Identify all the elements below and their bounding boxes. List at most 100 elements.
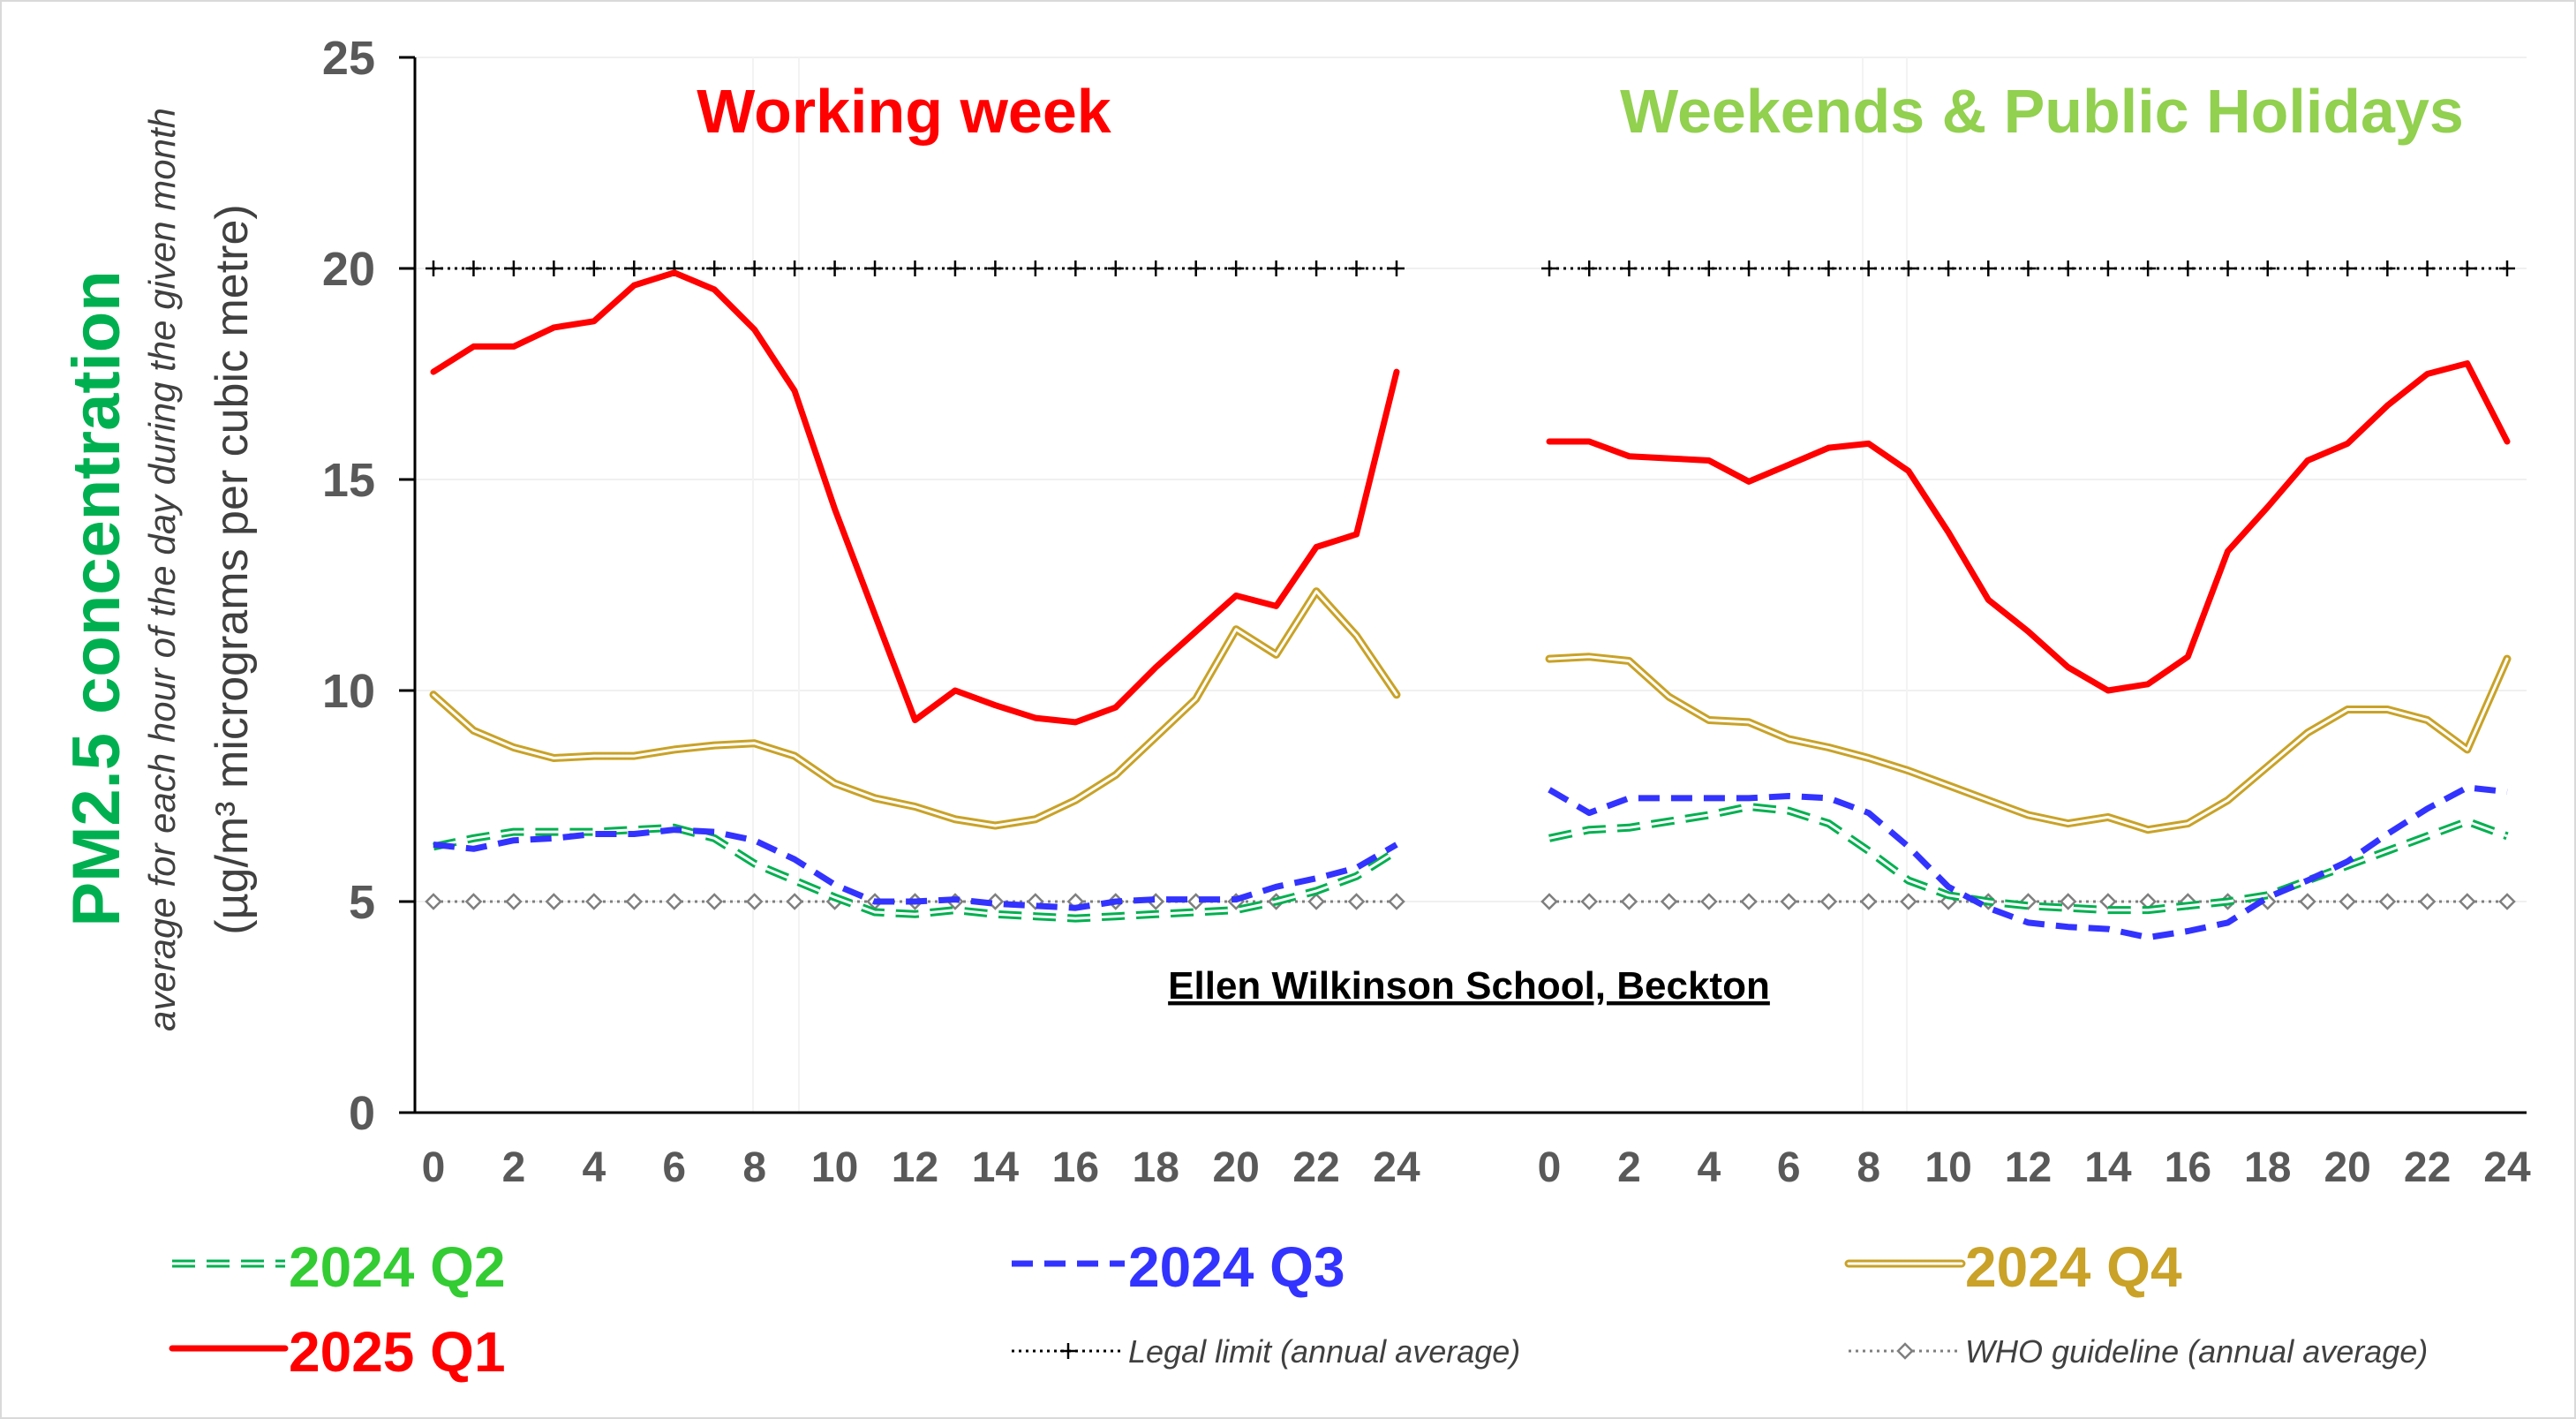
- legend-label: WHO guideline (annual average): [1965, 1333, 2428, 1370]
- plus-marker: [1060, 1343, 1076, 1359]
- plus-marker: [1107, 260, 1124, 276]
- diamond-marker: [2339, 893, 2356, 910]
- diamond-marker: [1819, 893, 1838, 910]
- diamond-marker: [1027, 893, 1044, 910]
- x-tick-label: 4: [1697, 1144, 1721, 1191]
- x-tick-label: 4: [582, 1144, 606, 1191]
- legend-label: Legal limit (annual average): [1128, 1333, 1520, 1370]
- x-tick-label: 8: [1857, 1144, 1880, 1191]
- x-tick-label: 20: [1212, 1144, 1259, 1191]
- plus-marker: [1348, 260, 1365, 276]
- plus-marker: [2299, 260, 2316, 276]
- plus-marker: [1148, 260, 1164, 276]
- x-tick-label: 18: [1133, 1144, 1179, 1191]
- series-line-2025-q1: [430, 269, 1400, 726]
- diamond-marker: [625, 893, 644, 910]
- x-tick-label: 2: [1617, 1144, 1641, 1191]
- plus-marker: [1980, 260, 1997, 276]
- plus-marker: [1781, 260, 1797, 276]
- plus-marker: [2099, 260, 2116, 276]
- diamond-marker: [1700, 893, 1718, 910]
- plus-marker: [1940, 260, 1957, 276]
- y-tick-label: 10: [322, 665, 375, 718]
- diamond-marker: [2059, 893, 2077, 910]
- y-tick-label: 15: [322, 454, 375, 507]
- plus-marker: [1187, 260, 1204, 276]
- legend-label: 2024 Q2: [289, 1235, 506, 1299]
- plus-marker: [626, 260, 643, 276]
- plus-marker: [946, 260, 963, 276]
- legend-label: 2024 Q4: [1965, 1235, 2182, 1299]
- diamond-marker: [1896, 1342, 1914, 1360]
- plus-marker: [2379, 260, 2396, 276]
- plus-marker: [1228, 260, 1245, 276]
- panel-title-working-week: Working week: [697, 77, 1111, 146]
- plus-marker: [1268, 260, 1284, 276]
- y-axis-subtitle: average for each hour of the day during …: [141, 108, 183, 1031]
- plus-marker: [867, 260, 884, 276]
- plus-marker: [2499, 260, 2515, 276]
- legend-item-2024-q2: 2024 Q2: [172, 1235, 506, 1299]
- x-tick-label: 20: [2324, 1144, 2370, 1191]
- diamond-marker: [1780, 893, 1798, 910]
- plus-marker: [706, 260, 723, 276]
- plus-marker: [1700, 260, 1717, 276]
- series-line-2024-q3: [1548, 784, 2508, 941]
- x-tick-label: 24: [1373, 1144, 1420, 1191]
- diamond-marker: [425, 893, 442, 910]
- plus-marker: [505, 260, 522, 276]
- diamond-marker: [1580, 893, 1598, 910]
- x-tick-label: 14: [972, 1144, 1020, 1191]
- x-tick-label: 18: [2244, 1144, 2291, 1191]
- panel-title-weekends: Weekends & Public Holidays: [1620, 77, 2464, 146]
- x-tick-label: 14: [2084, 1144, 2132, 1191]
- plus-marker: [2020, 260, 2037, 276]
- diamond-marker: [2418, 893, 2437, 910]
- plus-marker: [1820, 260, 1837, 276]
- series-layer: [429, 269, 2512, 941]
- x-tick-label: 24: [2483, 1144, 2531, 1191]
- series-line-2024-q2: [1548, 803, 2509, 915]
- diamond-marker: [1540, 893, 1558, 910]
- x-tick-label: 10: [1924, 1144, 1971, 1191]
- x-tick-label: 8: [742, 1144, 766, 1191]
- x-tick-label: 6: [1777, 1144, 1801, 1191]
- plus-marker: [746, 260, 763, 276]
- legend-item-reference: Legal limit (annual average): [1012, 1333, 1520, 1370]
- x-tick-label: 16: [1052, 1144, 1099, 1191]
- diamond-marker: [2459, 893, 2476, 910]
- diamond-marker: [1660, 893, 1678, 910]
- plus-marker: [465, 260, 482, 276]
- plus-marker: [1389, 260, 1405, 276]
- plus-marker: [1900, 260, 1917, 276]
- diamond-marker: [705, 893, 723, 910]
- legend-item-2025-q1: 2025 Q1: [169, 1320, 506, 1384]
- plus-marker: [1027, 260, 1043, 276]
- plus-marker: [787, 260, 803, 276]
- y-tick-label: 20: [322, 243, 375, 296]
- site-label: Ellen Wilkinson School, Beckton: [1168, 964, 1770, 1008]
- diamond-marker: [1740, 893, 1758, 910]
- diamond-marker: [1900, 893, 1917, 910]
- diamond-marker: [464, 893, 483, 910]
- plus-marker: [1067, 260, 1084, 276]
- plus-marker: [2339, 260, 2356, 276]
- series-line-2024-q4: [1545, 653, 2512, 834]
- y-tick-label: 0: [349, 1087, 375, 1140]
- diamond-marker: [1307, 893, 1325, 910]
- diamond-marker: [1347, 893, 1366, 910]
- plus-marker: [2180, 260, 2196, 276]
- x-tick-label: 22: [1292, 1144, 1339, 1191]
- plus-marker: [1741, 260, 1758, 276]
- plus-marker: [2259, 260, 2276, 276]
- plus-marker: [2060, 260, 2076, 276]
- diamond-marker: [745, 893, 764, 910]
- plus-marker: [907, 260, 923, 276]
- plus-marker: [2140, 260, 2157, 276]
- diamond-marker: [665, 893, 683, 910]
- diamond-marker: [2498, 893, 2516, 910]
- series-line-2025-q1: [1546, 360, 2511, 694]
- diamond-marker: [2299, 893, 2316, 910]
